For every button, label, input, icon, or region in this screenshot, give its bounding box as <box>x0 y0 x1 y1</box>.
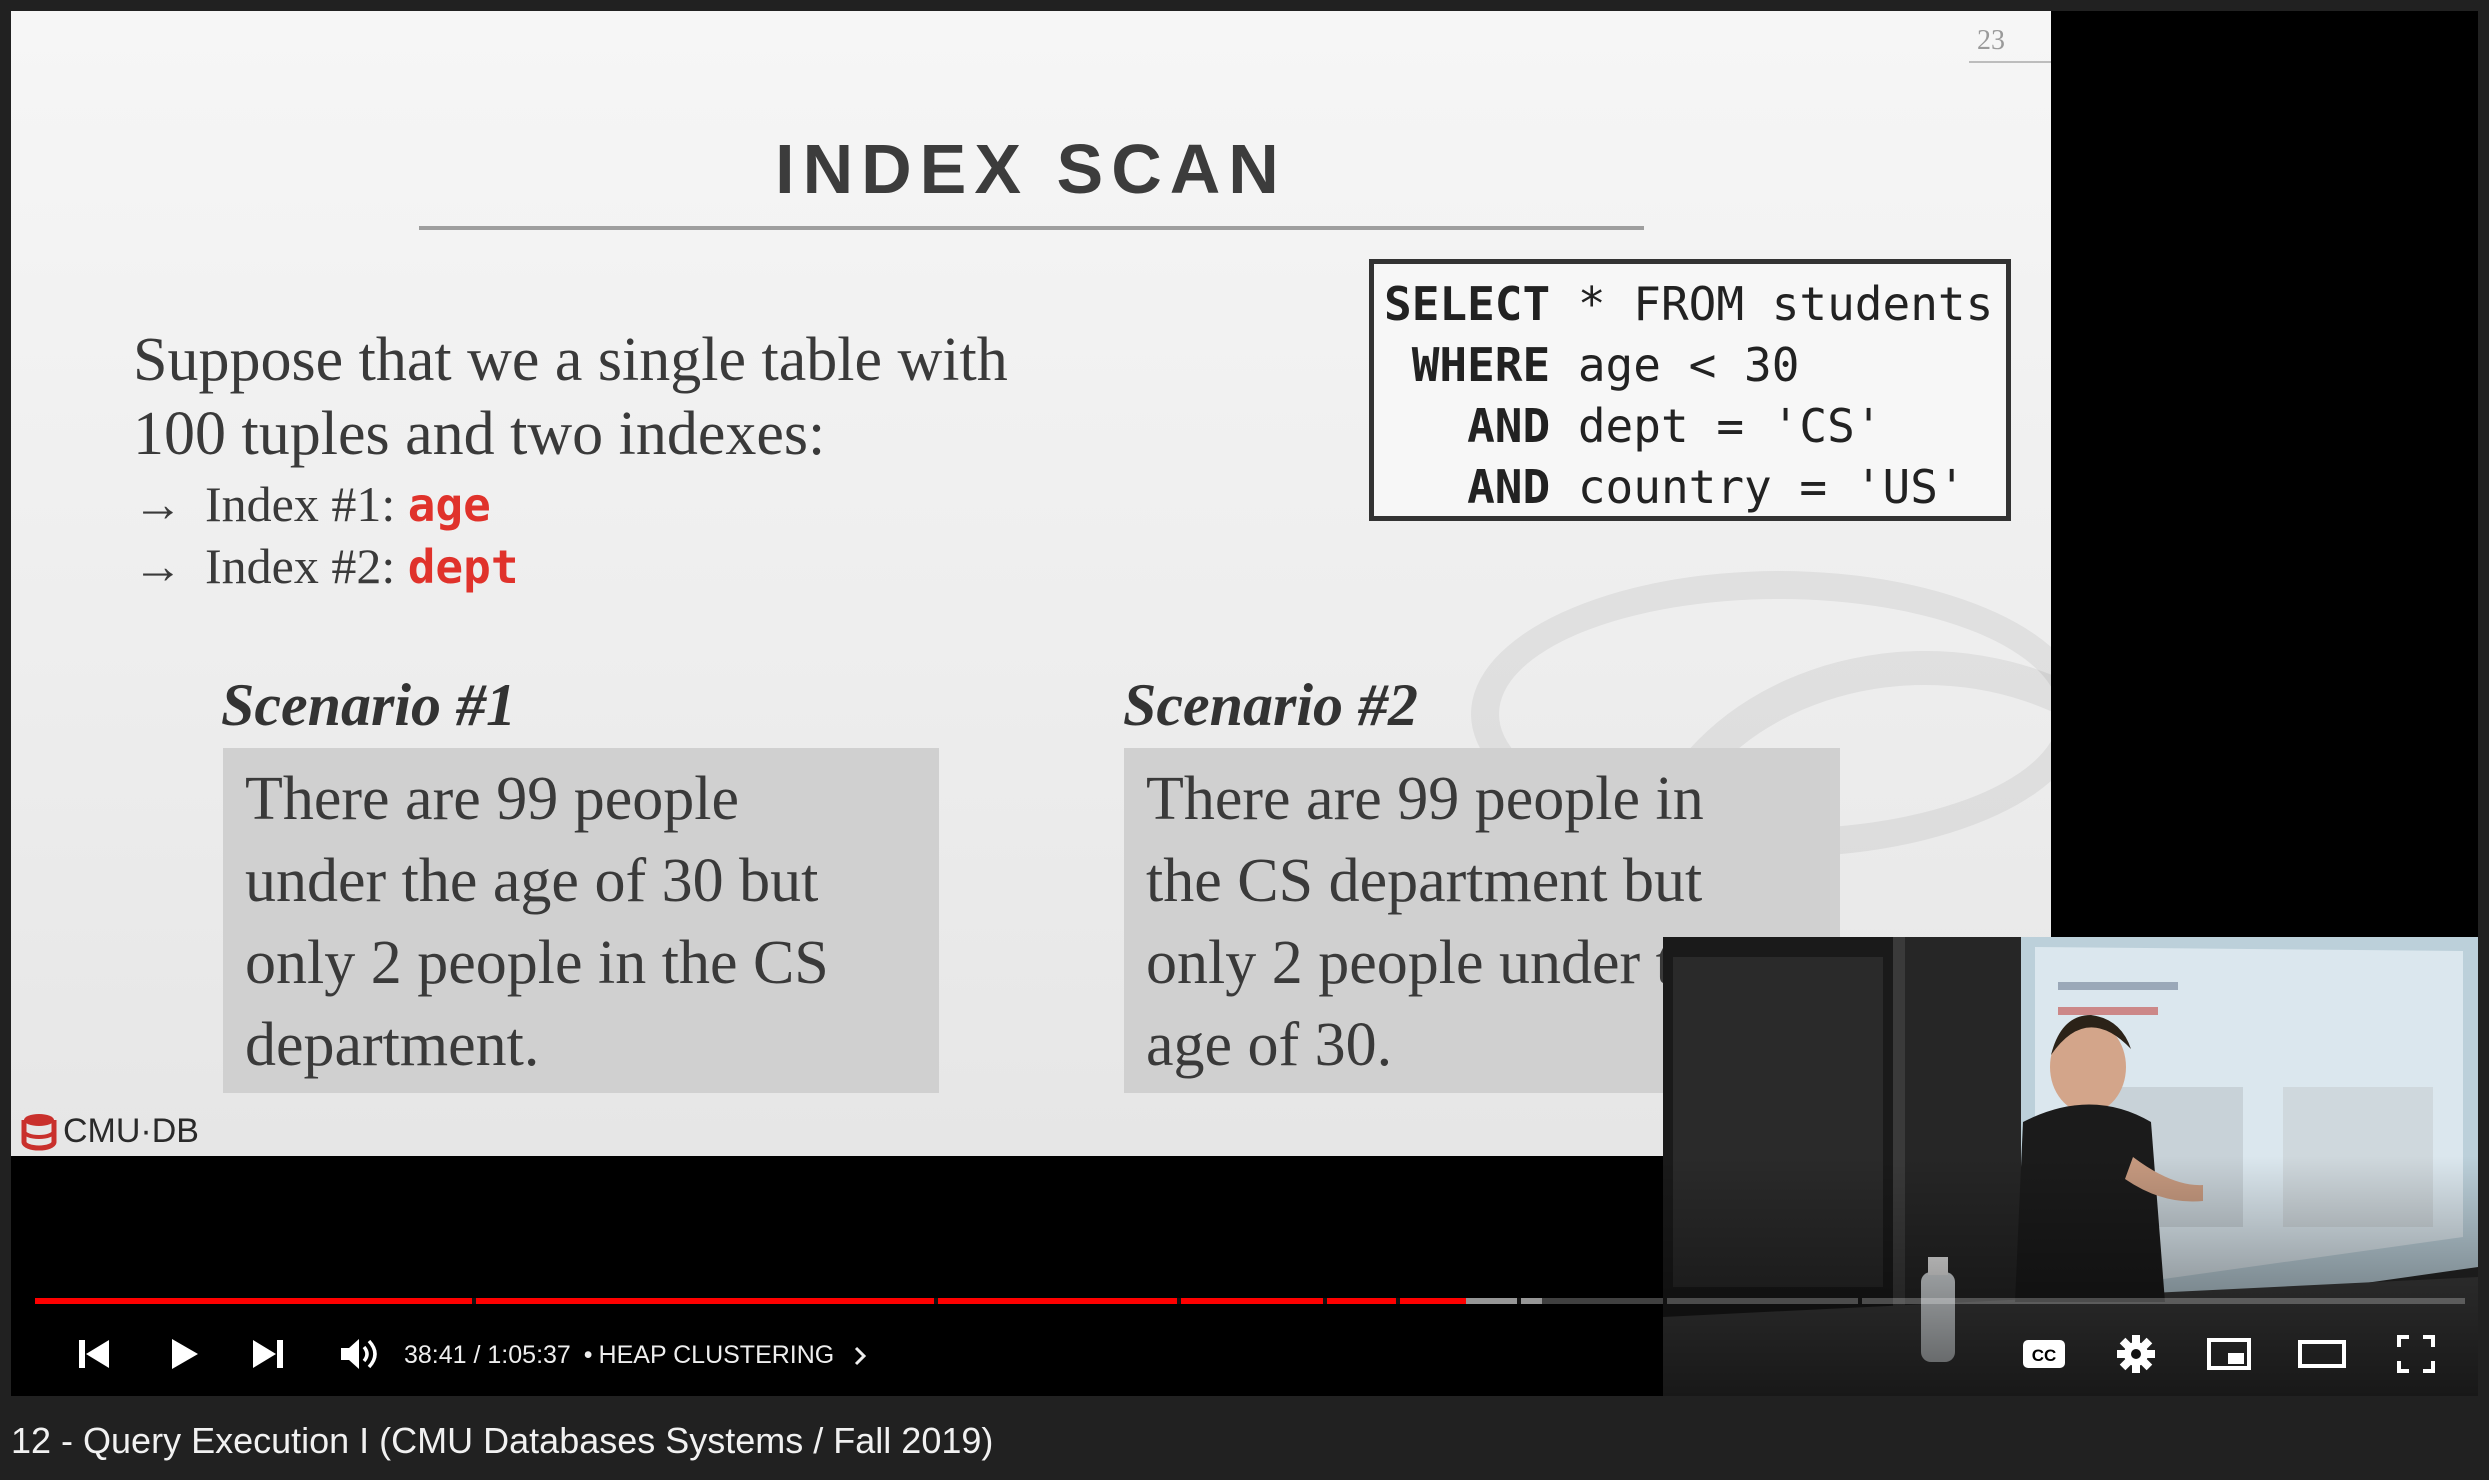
video-player[interactable]: 23 INDEX SCAN Suppose that we a single t… <box>11 11 2478 1396</box>
progress-played <box>35 1298 1467 1304</box>
current-time: 38:41 <box>404 1341 467 1369</box>
scenario-1-box: There are 99 people under the age of 30 … <box>223 748 939 1093</box>
chapter-marker <box>1395 1298 1400 1304</box>
miniplayer-button[interactable] <box>2201 1327 2257 1381</box>
arrow-right-icon: → <box>133 476 183 532</box>
time-display: 38:41 / 1:05:37 • HEAP CLUSTERING <box>404 1341 869 1370</box>
chapter-marker <box>1177 1298 1182 1304</box>
sql-text: country = 'US' <box>1550 460 1966 514</box>
settings-button[interactable] <box>2108 1327 2164 1381</box>
chapter-marker <box>472 1298 477 1304</box>
title-divider <box>419 226 1644 230</box>
index-2-bullet: → Index #2: dept <box>133 537 519 595</box>
arrow-right-icon: → <box>133 538 183 594</box>
index-2-value: dept <box>407 540 519 594</box>
index-1-bullet: → Index #1: age <box>133 475 491 533</box>
sql-keyword: AND <box>1384 399 1551 453</box>
chapter-marker <box>1322 1298 1327 1304</box>
play-icon <box>172 1339 198 1369</box>
scenario-2-line: only 2 people under the <box>1146 929 1732 997</box>
slide-number-rule <box>1969 61 2051 63</box>
time-separator: / <box>466 1341 488 1369</box>
chapter-marker <box>934 1298 939 1304</box>
skip-next-icon <box>253 1340 283 1368</box>
scenario-1-line: department. <box>245 1011 540 1079</box>
sql-keyword: WHERE <box>1384 338 1551 392</box>
index-1-label: Index #1: <box>205 476 408 532</box>
play-button[interactable] <box>156 1327 210 1381</box>
sql-text: * FROM students <box>1550 277 1994 331</box>
player-controls-gradient <box>11 1156 2478 1396</box>
previous-button[interactable] <box>67 1327 121 1381</box>
progress-bar[interactable] <box>35 1298 2465 1304</box>
scenario-1-label: Scenario #1 <box>221 672 517 738</box>
sql-query-box: SELECT * FROM students WHERE age < 30 AN… <box>1369 259 2011 521</box>
logo-text: CMU·DB <box>63 1111 199 1150</box>
miniplayer-icon <box>2207 1338 2251 1370</box>
gear-icon <box>2117 1335 2155 1373</box>
skip-previous-icon <box>79 1340 109 1368</box>
closed-captions-icon: CC <box>2023 1340 2065 1368</box>
chapter-marker <box>1857 1298 1862 1304</box>
scenario-2-line: There are 99 people in <box>1146 765 1704 833</box>
scenario-2-line: the CS department but <box>1146 847 1703 915</box>
theater-mode-icon <box>2298 1340 2346 1368</box>
chapter-title-button[interactable]: HEAP CLUSTERING <box>598 1341 835 1369</box>
scenario-2-label: Scenario #2 <box>1123 672 1419 738</box>
sql-keyword: AND <box>1384 460 1551 514</box>
intro-line: 100 tuples and two indexes: <box>133 400 826 468</box>
database-logo-icon <box>21 1114 57 1151</box>
sql-text: dept = 'CS' <box>1550 399 1883 453</box>
next-button[interactable] <box>241 1327 295 1381</box>
slide-intro-text: Suppose that we a single table with 100 … <box>133 323 1008 471</box>
sql-keyword: SELECT <box>1384 277 1551 331</box>
slide-title: INDEX SCAN <box>775 130 1287 208</box>
captions-button[interactable]: CC <box>2016 1327 2072 1381</box>
fullscreen-icon <box>2397 1335 2435 1373</box>
scenario-1-line: only 2 people in the CS <box>245 929 829 997</box>
intro-line: Suppose that we a single table with <box>133 326 1008 394</box>
sql-text: age < 30 <box>1550 338 1800 392</box>
chevron-right-icon[interactable] <box>851 1345 869 1367</box>
cmu-db-logo: CMU·DB <box>19 1109 199 1153</box>
scenario-1-line: under the age of 30 but <box>245 847 819 915</box>
lecture-slide: 23 INDEX SCAN Suppose that we a single t… <box>11 11 2051 1156</box>
scenario-2-box: There are 99 people in the CS department… <box>1124 748 1840 1093</box>
fullscreen-button[interactable] <box>2388 1327 2444 1381</box>
chapter-marker <box>1663 1298 1668 1304</box>
volume-icon <box>341 1339 377 1369</box>
volume-button[interactable] <box>333 1327 387 1381</box>
theater-mode-button[interactable] <box>2294 1327 2350 1381</box>
svg-text:CC: CC <box>2032 1346 2057 1365</box>
video-title[interactable]: 12 - Query Execution I (CMU Databases Sy… <box>11 1420 994 1461</box>
total-time: 1:05:37 <box>487 1341 571 1369</box>
index-1-value: age <box>407 478 491 532</box>
chapter-bullet: • <box>583 1341 593 1369</box>
chapter-marker <box>1517 1298 1522 1304</box>
scenario-1-line: There are 99 people <box>245 765 740 833</box>
index-2-label: Index #2: <box>205 538 408 594</box>
scenario-2-line: age of 30. <box>1146 1011 1393 1079</box>
slide-number: 23 <box>1977 25 2005 56</box>
